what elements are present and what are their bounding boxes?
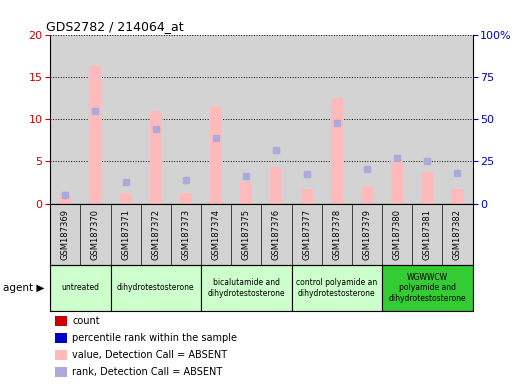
FancyBboxPatch shape: [110, 265, 201, 311]
Bar: [110, 35, 140, 204]
Text: value, Detection Call = ABSENT: value, Detection Call = ABSENT: [72, 350, 228, 360]
Text: GSM187372: GSM187372: [151, 209, 161, 260]
Text: agent ▶: agent ▶: [3, 283, 44, 293]
Bar: [421, 172, 433, 204]
Bar: [442, 35, 473, 204]
Bar: [80, 35, 110, 204]
Text: GSM187370: GSM187370: [91, 209, 100, 260]
Text: GSM187382: GSM187382: [453, 209, 462, 260]
Text: WGWWCW
polyamide and
dihydrotestosterone: WGWWCW polyamide and dihydrotestosterone: [389, 273, 466, 303]
Text: GSM187380: GSM187380: [393, 209, 402, 260]
Bar: [140, 35, 171, 204]
Bar: [382, 35, 412, 204]
Text: percentile rank within the sample: percentile rank within the sample: [72, 333, 238, 343]
Bar: [119, 194, 131, 204]
Bar: [451, 189, 464, 204]
Text: GSM187373: GSM187373: [182, 209, 191, 260]
Text: GSM187378: GSM187378: [332, 209, 341, 260]
Bar: [322, 35, 352, 204]
Text: GSM187377: GSM187377: [302, 209, 311, 260]
Bar: [261, 35, 291, 204]
FancyBboxPatch shape: [382, 265, 473, 311]
Bar: [391, 161, 403, 204]
Text: GSM187375: GSM187375: [242, 209, 251, 260]
Text: GSM187381: GSM187381: [423, 209, 432, 260]
Bar: [291, 35, 322, 204]
Text: GSM187374: GSM187374: [212, 209, 221, 260]
Bar: [201, 35, 231, 204]
Bar: [89, 66, 101, 204]
Bar: [331, 98, 343, 204]
Bar: [210, 106, 222, 204]
Text: dihydrotestosterone: dihydrotestosterone: [117, 283, 195, 293]
Text: GSM187371: GSM187371: [121, 209, 130, 260]
Bar: [270, 167, 282, 204]
Bar: [171, 35, 201, 204]
Text: count: count: [72, 316, 100, 326]
Text: control polyamide an
dihydrotestosterone: control polyamide an dihydrotestosterone: [296, 278, 378, 298]
Bar: [240, 182, 252, 204]
Bar: [150, 111, 162, 204]
Text: GSM187369: GSM187369: [61, 209, 70, 260]
FancyBboxPatch shape: [201, 265, 291, 311]
Text: GSM187376: GSM187376: [272, 209, 281, 260]
Bar: [59, 195, 71, 204]
Bar: [412, 35, 442, 204]
Bar: [361, 187, 373, 204]
FancyBboxPatch shape: [50, 265, 110, 311]
Bar: [300, 189, 313, 204]
Bar: [231, 35, 261, 204]
Text: rank, Detection Call = ABSENT: rank, Detection Call = ABSENT: [72, 367, 223, 377]
Bar: [50, 35, 80, 204]
Text: GDS2782 / 214064_at: GDS2782 / 214064_at: [46, 20, 184, 33]
FancyBboxPatch shape: [291, 265, 382, 311]
Bar: [352, 35, 382, 204]
Text: untreated: untreated: [61, 283, 99, 293]
Text: GSM187379: GSM187379: [362, 209, 372, 260]
Text: bicalutamide and
dihydrotestosterone: bicalutamide and dihydrotestosterone: [208, 278, 285, 298]
Bar: [180, 194, 192, 204]
